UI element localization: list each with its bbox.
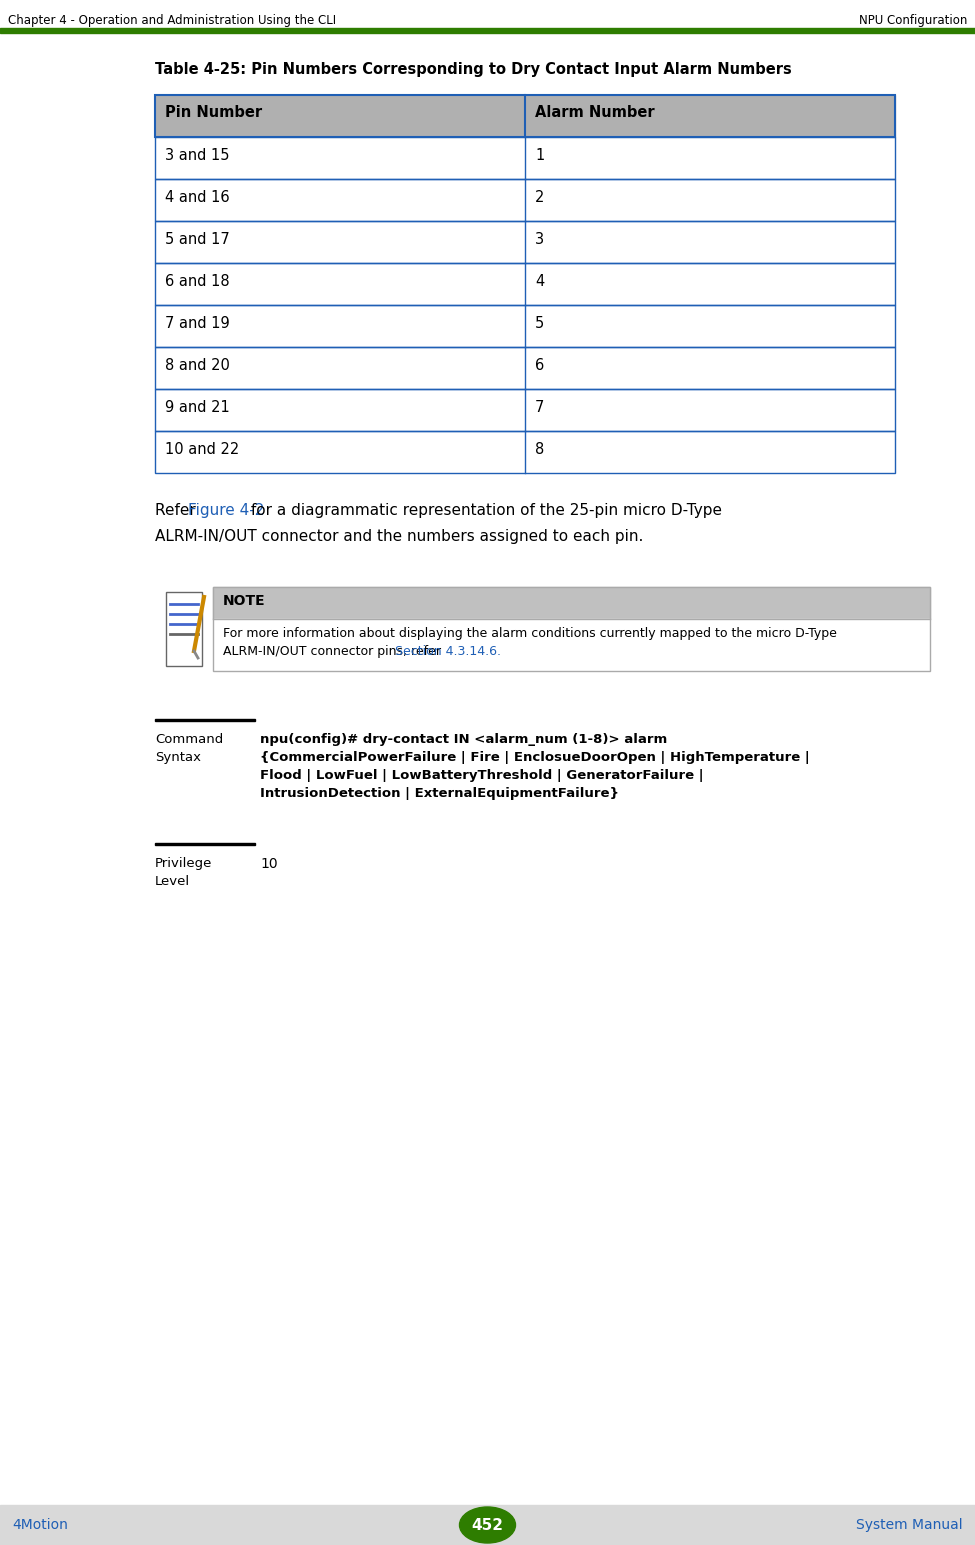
Ellipse shape (459, 1506, 516, 1543)
Bar (155, 94, 895, 138)
Text: Flood | LowFuel | LowBatteryThreshold | GeneratorFailure |: Flood | LowFuel | LowBatteryThreshold | … (260, 769, 704, 782)
Bar (155, 304, 895, 348)
Text: 8: 8 (535, 442, 544, 457)
Bar (155, 842, 255, 845)
Text: System Manual: System Manual (856, 1519, 963, 1533)
Text: npu(config)# dry-contact IN <alarm_num (1-8)> alarm: npu(config)# dry-contact IN <alarm_num (… (260, 732, 667, 746)
Bar (155, 179, 895, 221)
Text: 10 and 22: 10 and 22 (165, 442, 239, 457)
Text: Command: Command (155, 732, 223, 746)
Text: 9 and 21: 9 and 21 (165, 400, 230, 416)
Bar (166, 592, 202, 666)
Text: 3: 3 (535, 232, 544, 247)
Text: Section 4.3.14.6.: Section 4.3.14.6. (395, 644, 501, 658)
Bar (155, 94, 895, 138)
Text: Figure 4-2: Figure 4-2 (188, 504, 264, 518)
Text: 6 and 18: 6 and 18 (165, 273, 230, 289)
Text: IntrusionDetection | ExternalEquipmentFailure}: IntrusionDetection | ExternalEquipmentFa… (260, 786, 619, 800)
Text: ALRM-IN/OUT connector pins, refer: ALRM-IN/OUT connector pins, refer (223, 644, 445, 658)
Bar (155, 221, 895, 263)
Bar (155, 348, 895, 389)
Text: 7: 7 (535, 400, 544, 416)
Text: 2: 2 (535, 190, 544, 205)
Text: 1: 1 (535, 148, 544, 164)
Text: 4Motion: 4Motion (12, 1519, 68, 1533)
Text: NPU Configuration: NPU Configuration (859, 14, 967, 26)
Text: 5: 5 (535, 317, 544, 331)
Text: Syntax: Syntax (155, 751, 201, 763)
Text: for a diagrammatic representation of the 25-pin micro D-Type: for a diagrammatic representation of the… (246, 504, 722, 518)
Text: 6: 6 (535, 358, 544, 372)
Text: NOTE: NOTE (223, 593, 265, 609)
Text: Level: Level (155, 874, 190, 888)
Text: 7 and 19: 7 and 19 (165, 317, 230, 331)
Text: Refer: Refer (155, 504, 201, 518)
Bar (155, 348, 895, 389)
Bar (155, 263, 895, 304)
Bar (0, 28, 975, 32)
Text: For more information about displaying the alarm conditions currently mapped to t: For more information about displaying th… (223, 627, 837, 640)
Text: Chapter 4 - Operation and Administration Using the CLI: Chapter 4 - Operation and Administration… (8, 14, 336, 26)
Bar (0, 1505, 975, 1545)
Bar (155, 304, 895, 348)
Bar (213, 587, 930, 620)
Text: {CommercialPowerFailure | Fire | EnclosueDoorOpen | HighTemperature |: {CommercialPowerFailure | Fire | Enclosu… (260, 751, 810, 763)
Bar (155, 389, 895, 431)
Bar (155, 138, 895, 179)
Bar (213, 620, 930, 671)
Text: 10: 10 (260, 857, 278, 871)
Bar (155, 389, 895, 431)
Text: 3 and 15: 3 and 15 (165, 148, 229, 164)
Text: 4: 4 (535, 273, 544, 289)
Bar (155, 431, 895, 473)
Bar (155, 263, 895, 304)
Bar (155, 718, 255, 722)
Text: 5 and 17: 5 and 17 (165, 232, 230, 247)
Bar (155, 221, 895, 263)
Text: 4 and 16: 4 and 16 (165, 190, 230, 205)
Bar (155, 431, 895, 473)
Text: Alarm Number: Alarm Number (535, 105, 654, 121)
Bar (155, 179, 895, 221)
Bar (213, 587, 930, 671)
Bar (155, 138, 895, 179)
Text: 8 and 20: 8 and 20 (165, 358, 230, 372)
Text: Table 4-25: Pin Numbers Corresponding to Dry Contact Input Alarm Numbers: Table 4-25: Pin Numbers Corresponding to… (155, 62, 792, 77)
Text: 452: 452 (472, 1517, 503, 1533)
Text: ALRM-IN/OUT connector and the numbers assigned to each pin.: ALRM-IN/OUT connector and the numbers as… (155, 528, 644, 544)
Text: Privilege: Privilege (155, 857, 213, 870)
Text: Pin Number: Pin Number (165, 105, 262, 121)
